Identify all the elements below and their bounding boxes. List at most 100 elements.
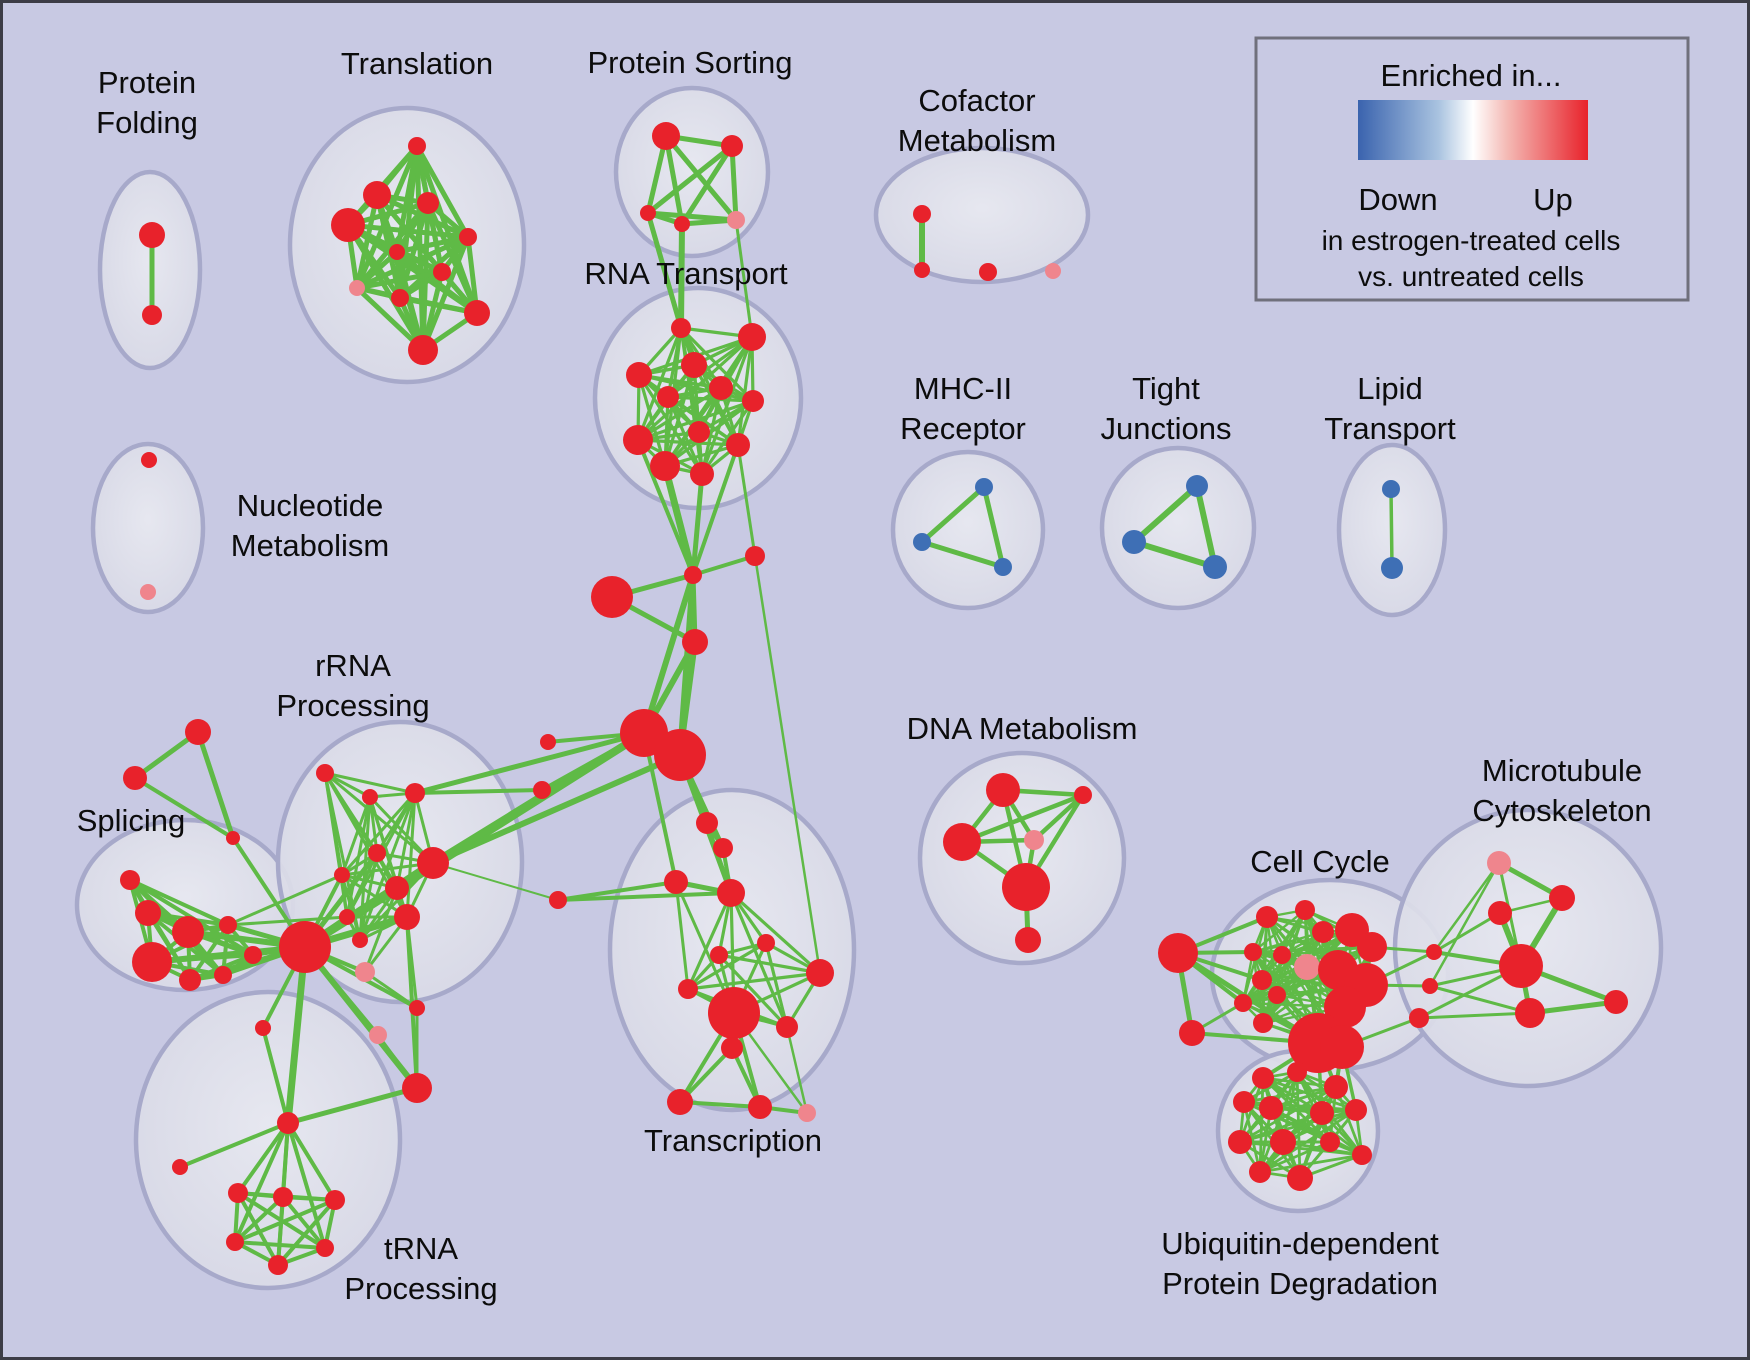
network-edge <box>1251 908 1307 954</box>
cluster-label-dna-metabolism: DNA Metabolism <box>907 711 1138 746</box>
network-edge <box>394 234 471 255</box>
network-edge <box>686 891 733 991</box>
network-edge <box>236 1191 280 1267</box>
cluster-label-tight-junctions: Tight <box>1132 371 1200 406</box>
network-node-rrH <box>279 921 331 973</box>
network-node-nm2 <box>140 584 156 600</box>
network-node-ccH2 <box>1320 1025 1364 1069</box>
cluster-label-rrna-processing: Processing <box>276 688 429 723</box>
cluster-label-translation: Translation <box>341 46 493 81</box>
network-edge <box>1238 1108 1358 1144</box>
network-node-ub2 <box>1287 1062 1307 1082</box>
network-node-mh1 <box>975 478 993 496</box>
network-node-rt6 <box>657 386 679 408</box>
network-node-cc6 <box>1273 946 1291 964</box>
cluster-label-mhc-ii-receptor: MHC-II <box>914 371 1012 406</box>
cluster-label-nucleotide-metabolism: Metabolism <box>231 528 390 563</box>
network-edge <box>233 1121 290 1244</box>
network-edge <box>340 795 372 877</box>
network-node-tr8 <box>678 979 698 999</box>
legend-gradient-bar <box>1358 100 1588 160</box>
network-node-cc16 <box>1357 932 1387 962</box>
network-node-cc13 <box>1324 986 1366 1028</box>
network-node-j1 <box>684 566 702 584</box>
network-edge <box>663 133 739 223</box>
network-edge <box>286 1121 337 1202</box>
network-edge <box>395 791 417 890</box>
network-node-tn4 <box>226 1233 244 1251</box>
network-node-tn6 <box>316 1239 334 1257</box>
network-edge <box>1428 861 1501 988</box>
network-edge <box>717 953 822 975</box>
legend-title: Enriched in... <box>1381 58 1562 93</box>
network-edge <box>636 386 723 442</box>
network-edge <box>1258 1070 1299 1174</box>
network-node-rr6 <box>334 867 350 883</box>
network-node-r1 <box>745 546 765 566</box>
network-node-mh2 <box>913 533 931 551</box>
network-edge <box>674 880 690 991</box>
network-edge <box>734 218 754 339</box>
cluster-ellipse-tight-junctions <box>1099 445 1257 611</box>
cluster-label-ubiquitin-dependent-protein-degradation: Ubiquitin-dependent <box>1161 1226 1439 1261</box>
network-edge <box>1280 945 1374 957</box>
network-node-rt1 <box>671 318 691 338</box>
network-node-tn7 <box>277 1112 299 1134</box>
cluster-label-splicing: Splicing <box>77 803 186 838</box>
network-node-ub1 <box>1252 1067 1274 1089</box>
legend-up-label: Up <box>1533 182 1573 217</box>
network-node-tr6 <box>757 934 775 952</box>
network-edge <box>556 891 733 902</box>
network-edge <box>691 443 740 577</box>
network-node-sp3 <box>219 916 237 934</box>
network-node-cc3 <box>1312 921 1334 943</box>
network-node-s1 <box>540 734 556 750</box>
network-edge <box>413 788 544 795</box>
network-node-tj3 <box>1203 555 1227 579</box>
network-node-rr2 <box>362 789 378 805</box>
network-node-ub9 <box>1270 1129 1296 1155</box>
network-edge <box>323 771 435 865</box>
network-node-cc5 <box>1244 943 1262 961</box>
cluster-label-trna-processing: tRNA <box>384 1231 458 1266</box>
network-node-rr3 <box>405 783 425 803</box>
network-node-dm3 <box>943 823 981 861</box>
network-node-rr12 <box>409 1000 425 1016</box>
network-node-dm2 <box>1074 786 1092 804</box>
network-edge <box>666 395 755 403</box>
network-node-rr11 <box>369 1026 387 1044</box>
network-node-lp1 <box>1382 480 1400 498</box>
network-node-t2 <box>363 181 391 209</box>
network-edge <box>636 326 683 442</box>
network-edge <box>233 1198 337 1244</box>
network-node-rr8 <box>339 909 355 925</box>
cluster-ellipse-protein-sorting <box>613 85 771 259</box>
legend-subtitle-line2: vs. untreated cells <box>1358 261 1584 292</box>
cluster-label-tight-junctions: Junctions <box>1101 411 1232 446</box>
network-node-tn2 <box>273 1187 293 1207</box>
network-node-ub13 <box>1352 1145 1372 1165</box>
network-node-tr12 <box>667 1089 693 1115</box>
network-edge <box>420 234 471 353</box>
network-node-h2 <box>654 729 706 781</box>
network-node-sp4 <box>132 942 172 982</box>
network-edge <box>981 484 1006 570</box>
network-edge <box>284 943 309 1127</box>
network-node-t3 <box>417 192 439 214</box>
network-node-mt3 <box>1488 901 1512 925</box>
cluster-label-lipid-transport: Transport <box>1324 411 1456 446</box>
network-edge <box>1389 487 1394 570</box>
cluster-label-microtubule-cytoskeleton: Cytoskeleton <box>1472 793 1651 828</box>
network-node-rt12 <box>690 462 714 486</box>
network-edge <box>736 335 754 447</box>
network-edge <box>636 399 755 442</box>
network-node-tr7 <box>806 959 834 987</box>
network-node-bigL <box>591 576 633 618</box>
cluster-label-nucleotide-metabolism: Nucleotide <box>237 488 383 523</box>
network-edge <box>1432 861 1501 954</box>
network-node-ps1 <box>652 122 680 150</box>
network-node-mt2 <box>1549 885 1575 911</box>
